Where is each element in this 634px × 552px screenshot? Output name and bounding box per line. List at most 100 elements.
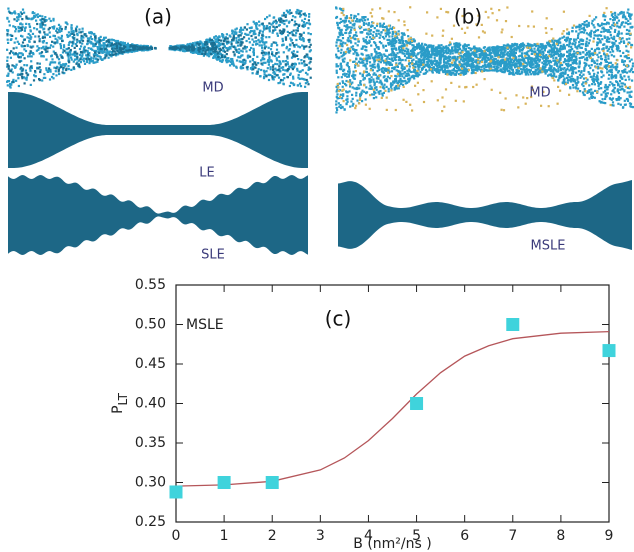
particle <box>28 55 32 58</box>
particle <box>381 92 384 95</box>
particle <box>359 72 362 75</box>
particle <box>21 67 25 70</box>
particle <box>445 62 448 65</box>
particle <box>362 78 365 81</box>
particle <box>602 23 606 26</box>
particle <box>301 24 304 28</box>
particle <box>624 15 627 18</box>
particle <box>616 65 619 68</box>
particle <box>37 47 41 50</box>
particle <box>188 49 191 52</box>
particle <box>619 97 622 100</box>
particle <box>415 56 418 59</box>
particle <box>341 105 344 108</box>
particle <box>102 38 105 41</box>
particle <box>276 34 279 37</box>
particle <box>543 70 546 73</box>
particle <box>607 21 610 24</box>
particle <box>604 83 607 87</box>
particle <box>170 47 173 50</box>
particle <box>33 27 36 30</box>
particle <box>81 55 84 58</box>
particle <box>369 84 372 87</box>
particle <box>48 46 52 49</box>
particle <box>579 51 582 54</box>
particle <box>299 70 302 73</box>
particle <box>351 23 354 26</box>
particle <box>533 57 536 60</box>
particle <box>510 71 513 75</box>
particle <box>240 65 243 68</box>
particle <box>607 30 610 33</box>
particle <box>297 9 300 12</box>
particle <box>596 74 599 77</box>
particle <box>56 39 59 42</box>
particle <box>58 29 61 32</box>
particle <box>359 93 362 96</box>
particle <box>240 32 243 35</box>
particle <box>226 42 229 45</box>
particle <box>282 19 285 22</box>
particle <box>401 83 405 87</box>
particle <box>457 42 460 45</box>
particle <box>362 40 365 43</box>
particle <box>243 26 246 29</box>
particle <box>49 68 52 71</box>
particle <box>428 59 431 62</box>
particle <box>17 30 20 33</box>
particle <box>531 60 534 63</box>
particle <box>496 45 499 48</box>
particle <box>275 41 278 45</box>
particle <box>233 31 236 34</box>
particle <box>463 48 466 51</box>
particle <box>197 48 200 52</box>
particle <box>339 51 343 54</box>
particle <box>420 44 423 47</box>
particle <box>595 16 598 19</box>
particle <box>300 10 303 13</box>
particle <box>535 66 538 69</box>
particle <box>612 84 615 87</box>
particle <box>571 48 574 51</box>
particle <box>258 24 261 27</box>
particle <box>610 14 613 17</box>
particle <box>523 52 526 55</box>
particle <box>359 80 362 83</box>
particle <box>423 49 426 52</box>
particle <box>528 62 531 65</box>
particle <box>355 54 358 57</box>
particle <box>582 51 585 54</box>
particle <box>416 44 419 47</box>
particle <box>431 51 434 54</box>
particle <box>504 44 507 47</box>
particle <box>26 36 29 39</box>
particle <box>13 18 16 21</box>
particle <box>83 45 86 48</box>
particle <box>362 23 365 26</box>
particle <box>336 97 339 100</box>
particle <box>527 54 530 57</box>
particle <box>393 86 396 89</box>
particle <box>307 68 310 71</box>
particle <box>270 44 273 48</box>
particle <box>275 69 278 72</box>
particle <box>38 30 41 33</box>
particle <box>583 93 586 97</box>
particle <box>294 53 297 56</box>
particle <box>104 44 107 47</box>
particle <box>561 45 565 48</box>
particle <box>191 47 194 50</box>
particle <box>295 11 298 15</box>
particle <box>394 47 398 50</box>
particle <box>403 52 406 55</box>
particle <box>57 36 60 39</box>
particle <box>56 31 59 34</box>
particle <box>345 25 348 28</box>
particle <box>559 75 562 79</box>
particle <box>61 56 64 59</box>
particle <box>194 50 197 53</box>
particle <box>391 67 394 70</box>
particle <box>474 55 477 58</box>
particle <box>353 22 356 25</box>
particle <box>630 90 633 93</box>
